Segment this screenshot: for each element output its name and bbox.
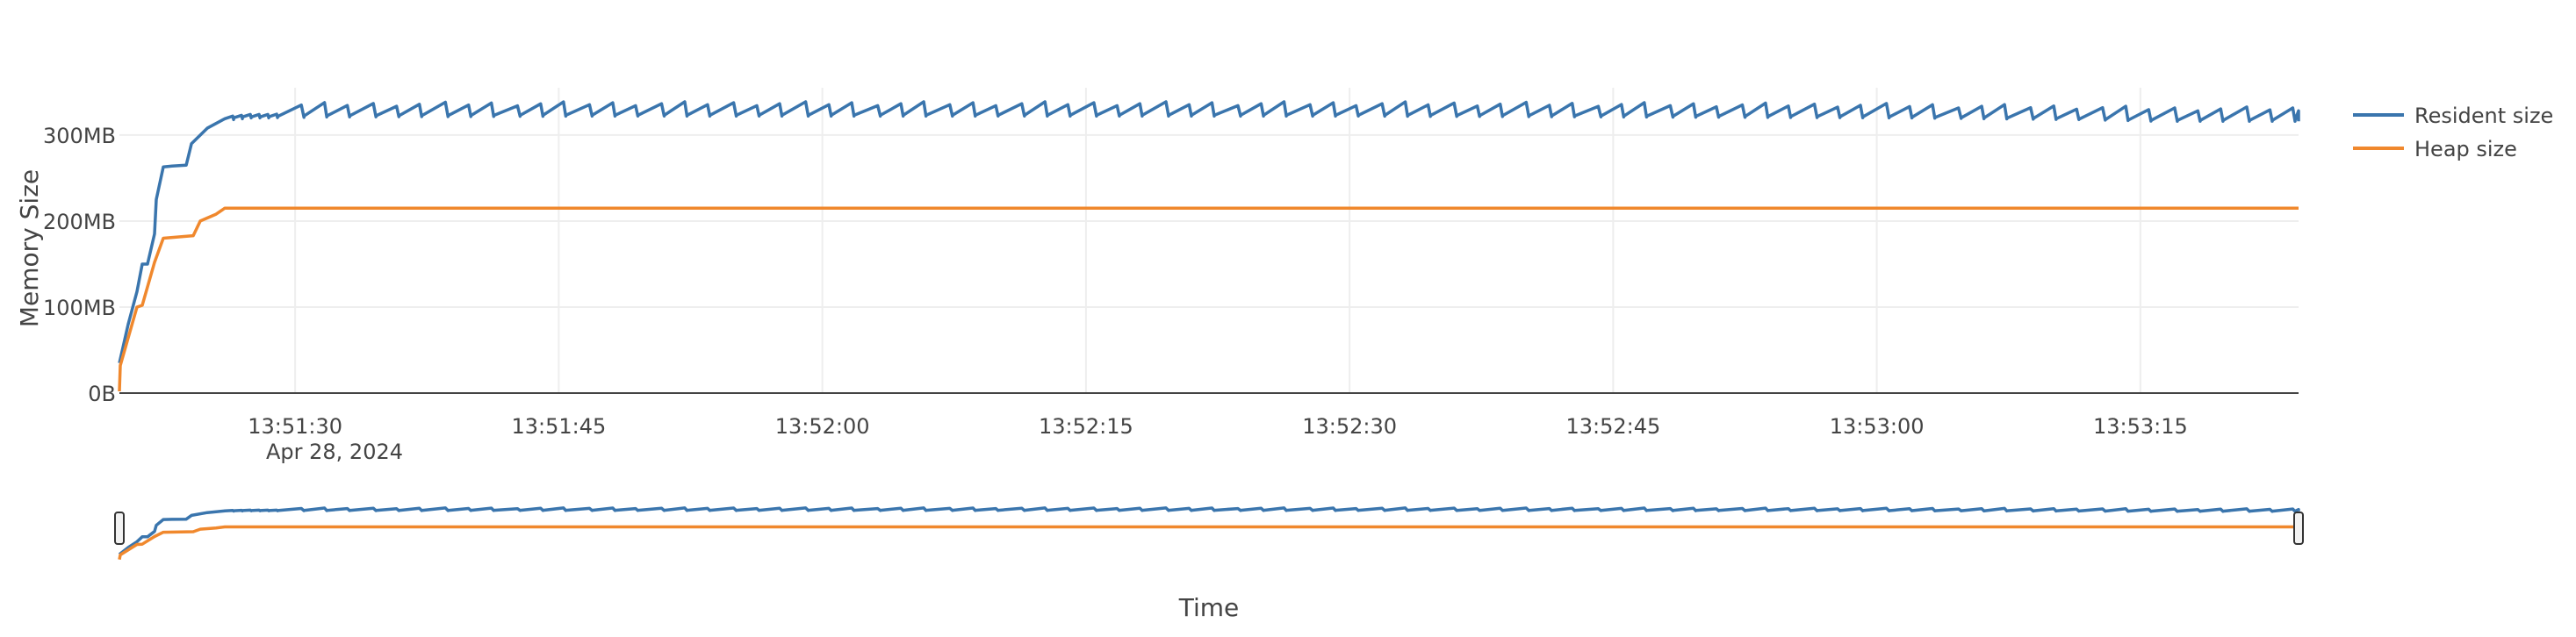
date-label: Apr 28, 2024: [266, 440, 403, 464]
x-tick-label: 13:52:15: [1039, 414, 1133, 439]
y-tick-label: 200MB: [43, 210, 116, 234]
axes-layer: 0B 100MB 200MB 300MB 13:51:30 13:51:45 13:52:0…: [43, 124, 2299, 439]
series-layer: [118, 100, 2300, 392]
x-tick-label: 13:53:15: [2093, 414, 2188, 439]
x-tick-label: 13:52:00: [775, 414, 870, 439]
range-slider-left-handle[interactable]: [114, 512, 125, 545]
slider-line-resident-size: [118, 506, 2300, 556]
x-tick-label: 13:52:30: [1302, 414, 1397, 439]
x-tick-label: 13:53:00: [1830, 414, 1925, 439]
y-tick-label: 300MB: [43, 124, 116, 148]
legend-label: Heap size: [2414, 137, 2517, 161]
grid-layer: [119, 88, 2299, 393]
series-line-heap-size: [118, 206, 2299, 392]
y-tick-label: 0B: [88, 382, 116, 406]
y-tick-label: 100MB: [43, 296, 116, 320]
x-tick-label: 13:51:30: [248, 414, 342, 439]
slider-line-heap-size: [118, 525, 2299, 561]
x-axis-title: Time: [1178, 593, 1240, 622]
series-line-resident-size: [118, 100, 2300, 364]
range-slider[interactable]: [114, 502, 2304, 563]
x-tick-label: 13:52:45: [1565, 414, 1660, 439]
y-axis-title: Memory Size: [15, 169, 44, 327]
range-slider-right-handle[interactable]: [2293, 512, 2304, 545]
legend-label: Resident size: [2414, 104, 2553, 128]
legend: Resident size Heap size: [2353, 104, 2553, 161]
x-tick-label: 13:51:45: [512, 414, 607, 439]
